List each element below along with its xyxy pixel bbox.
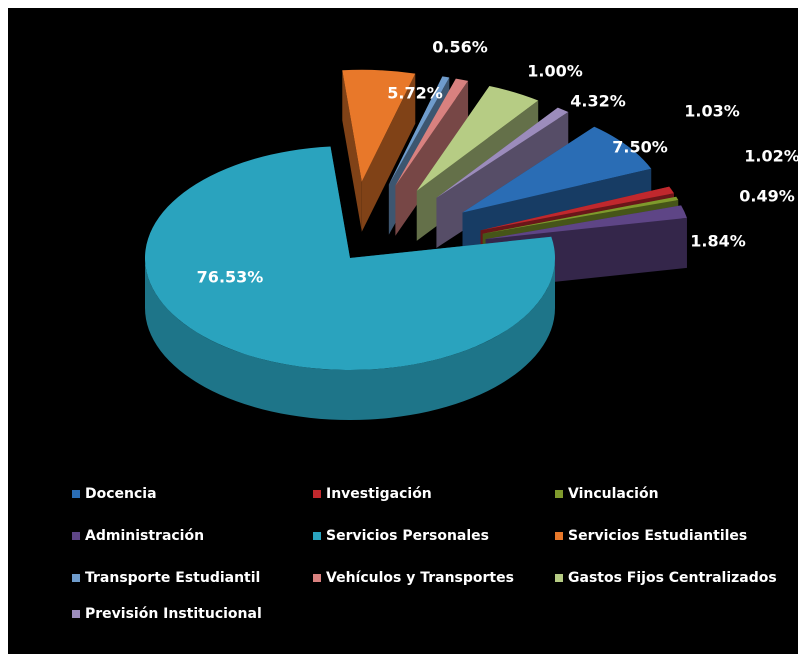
pie-slice	[436, 107, 569, 198]
legend-swatch	[555, 532, 563, 540]
data-label: 1.84%	[690, 232, 746, 251]
legend-swatch	[555, 574, 563, 582]
slice-wall	[361, 73, 416, 232]
legend-label: Previsión Institucional	[85, 606, 262, 622]
slice-wall	[342, 70, 362, 232]
legend-swatch	[313, 532, 321, 540]
legend-label: Servicios Personales	[326, 528, 489, 544]
legend-label: Docencia	[85, 486, 157, 502]
data-label: 0.56%	[432, 38, 488, 57]
pie-slice	[482, 196, 679, 234]
data-label: 1.00%	[527, 62, 583, 81]
legend-label: Vehículos y Transportes	[326, 570, 514, 586]
data-label: 5.72%	[387, 84, 443, 103]
legend-label: Investigación	[326, 486, 432, 502]
legend-label: Transporte Estudiantil	[85, 570, 260, 586]
data-label: 1.02%	[744, 147, 800, 166]
legend-swatch	[72, 490, 80, 498]
data-label: 0.49%	[739, 187, 795, 206]
slice-side	[145, 258, 555, 420]
legend-label: Vinculación	[568, 486, 659, 502]
legend-swatch	[313, 490, 321, 498]
legend-label: Gastos Fijos Centralizados	[568, 570, 777, 586]
legend-swatch	[555, 490, 563, 498]
pie-slice	[462, 126, 652, 213]
pie-slice	[145, 146, 556, 370]
slice-wall	[395, 80, 469, 236]
data-label: 76.53%	[197, 268, 264, 287]
legend-swatch	[313, 574, 321, 582]
legend-swatch	[72, 532, 80, 540]
pie-slice	[395, 78, 469, 186]
legend-swatch	[72, 610, 80, 618]
legend-swatch	[72, 574, 80, 582]
legend-label: Servicios Estudiantiles	[568, 528, 747, 544]
pie-slice	[416, 86, 539, 191]
data-label: 1.03%	[684, 102, 740, 121]
pie-slice	[388, 76, 450, 185]
pie-slice	[485, 205, 687, 240]
data-label: 7.50%	[612, 138, 668, 157]
pie-slice	[342, 69, 416, 182]
legend-label: Administración	[85, 528, 204, 544]
pie-slice	[480, 186, 674, 231]
data-label: 4.32%	[570, 92, 626, 111]
